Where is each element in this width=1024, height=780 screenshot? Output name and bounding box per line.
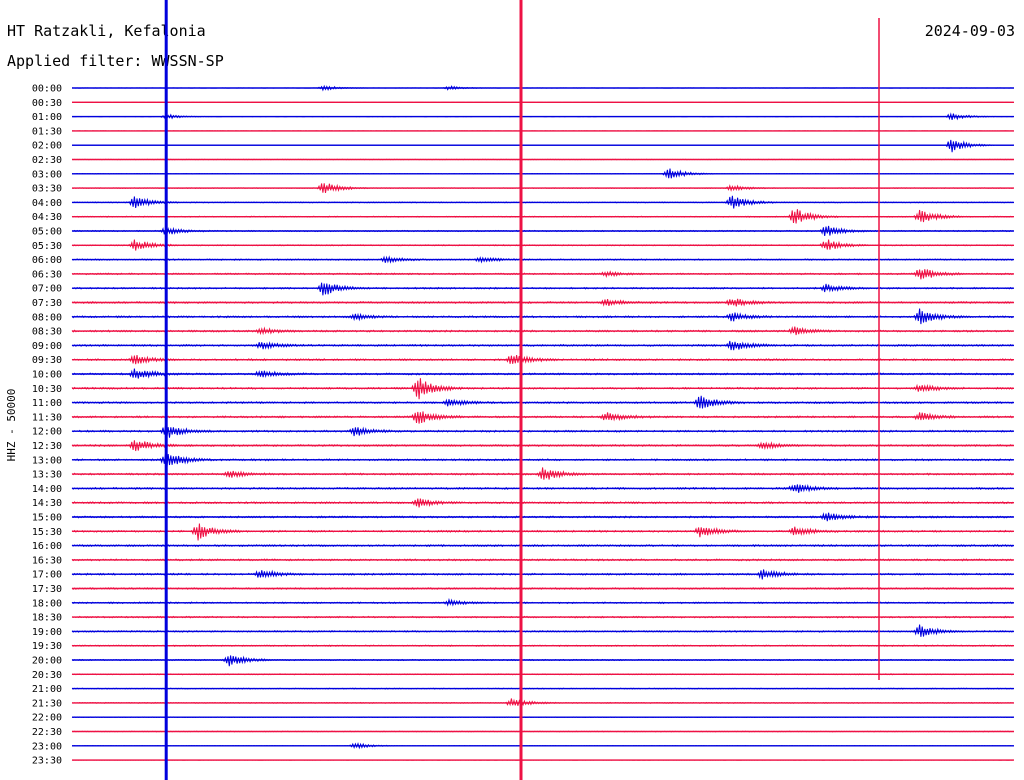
row-time-label: 22:30	[32, 727, 62, 738]
row-time-label: 03:30	[32, 184, 62, 195]
row-time-label: 20:30	[32, 670, 62, 681]
row-time-label: 19:30	[32, 641, 62, 652]
filter-label: Applied filter: WWSSN-SP	[7, 52, 224, 70]
row-time-label: 14:00	[32, 484, 62, 495]
row-label-group: 00:00 00:30 01:00 01:30 02:00 02:30 03:00 03:30…	[32, 84, 62, 767]
y-axis-label: HHZ - 50000	[5, 389, 18, 462]
row-time-label: 08:00	[32, 312, 62, 323]
station-title: HT Ratzakli, Kefalonia	[7, 22, 206, 40]
row-time-label: 21:30	[32, 698, 62, 709]
row-time-label: 10:00	[32, 370, 62, 381]
row-time-label: 18:30	[32, 613, 62, 624]
row-time-label: 12:30	[32, 441, 62, 452]
row-time-label: 02:00	[32, 141, 62, 152]
trace-group	[71, 84, 1014, 761]
row-time-label: 08:30	[32, 327, 62, 338]
row-time-label: 20:00	[32, 656, 62, 667]
row-time-label: 23:00	[32, 741, 62, 752]
row-time-label: 07:30	[32, 298, 62, 309]
row-time-label: 05:00	[32, 227, 62, 238]
row-time-label: 17:30	[32, 584, 62, 595]
row-time-label: 14:30	[32, 498, 62, 509]
row-time-label: 01:30	[32, 126, 62, 137]
row-time-label: 13:00	[32, 455, 62, 466]
row-time-label: 09:30	[32, 355, 62, 366]
row-time-label: 17:00	[32, 570, 62, 581]
marker-group	[164, 0, 880, 780]
row-time-label: 04:30	[32, 212, 62, 223]
row-time-label: 11:30	[32, 412, 62, 423]
row-time-label: 11:00	[32, 398, 62, 409]
date-label: 2024-09-03	[925, 22, 1015, 40]
row-time-label: 03:00	[32, 169, 62, 180]
row-time-label: 00:30	[32, 98, 62, 109]
row-time-label: 15:00	[32, 513, 62, 524]
row-time-label: 21:00	[32, 684, 62, 695]
row-time-label: 15:30	[32, 527, 62, 538]
row-time-label: 02:30	[32, 155, 62, 166]
row-time-label: 06:00	[32, 255, 62, 266]
row-time-label: 01:00	[32, 112, 62, 123]
row-time-label: 18:00	[32, 598, 62, 609]
row-time-label: 10:30	[32, 384, 62, 395]
row-time-label: 04:00	[32, 198, 62, 209]
row-time-label: 16:00	[32, 541, 62, 552]
row-time-label: 00:00	[32, 84, 62, 95]
row-time-label: 06:30	[32, 269, 62, 280]
row-time-label: 09:00	[32, 341, 62, 352]
row-time-label: 16:30	[32, 555, 62, 566]
row-time-label: 23:30	[32, 756, 62, 767]
row-time-label: 19:00	[32, 627, 62, 638]
row-time-label: 13:30	[32, 470, 62, 481]
row-time-label: 07:00	[32, 284, 62, 295]
row-time-label: 22:00	[32, 713, 62, 724]
row-time-label: 05:30	[32, 241, 62, 252]
row-time-label: 12:00	[32, 427, 62, 438]
